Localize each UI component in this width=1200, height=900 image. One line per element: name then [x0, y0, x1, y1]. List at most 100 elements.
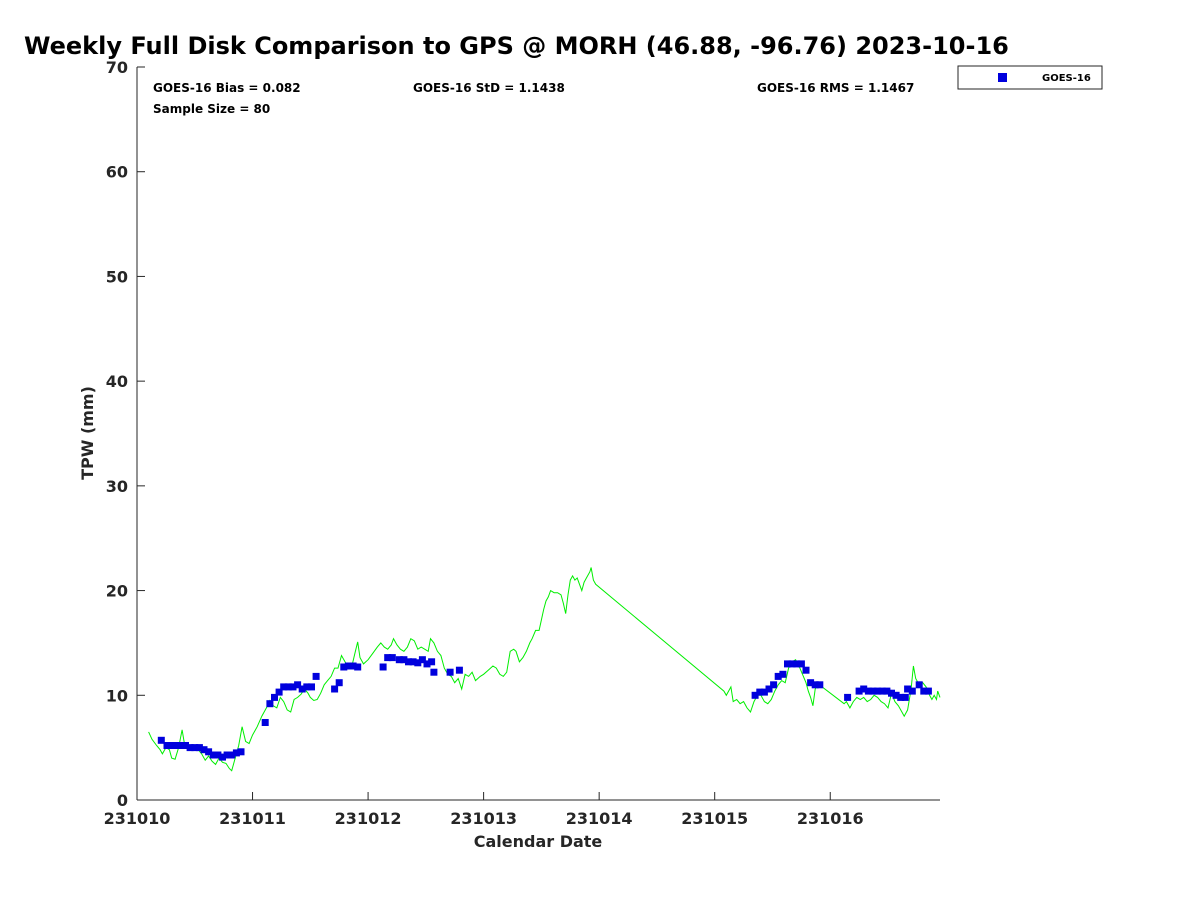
- x-tick-label: 231011: [219, 809, 286, 828]
- goes16-data-point: [904, 685, 912, 693]
- y-tick-label: 20: [106, 582, 128, 601]
- goes16-data-point: [195, 744, 203, 752]
- goes16-data-point: [774, 672, 782, 680]
- goes16-data-point: [200, 746, 208, 754]
- goes16-data-point: [418, 656, 426, 664]
- y-tick-label: 10: [106, 686, 128, 705]
- goes16-data-point: [308, 683, 315, 691]
- y-tick-label: 30: [106, 477, 128, 496]
- goes16-data-point: [816, 681, 824, 689]
- goes16-data-point: [446, 668, 454, 676]
- goes16-data-point: [289, 683, 297, 691]
- goes16-data-point: [205, 748, 213, 756]
- y-tick-label: 40: [106, 372, 128, 391]
- goes16-data-point: [915, 681, 923, 689]
- goes16-data-point: [177, 742, 185, 749]
- goes16-data-point: [344, 662, 352, 670]
- goes16-data-point: [756, 688, 764, 696]
- goes16-data-point: [312, 672, 320, 680]
- goes16-data-point: [294, 681, 302, 689]
- goes16-data-point: [223, 751, 231, 759]
- goes16-data-point: [271, 693, 278, 701]
- goes16-data-point: [784, 660, 791, 668]
- goes16-data-point: [811, 681, 819, 689]
- goes16-data-point: [209, 751, 217, 759]
- goes16-data-point: [864, 687, 872, 695]
- goes16-data-point: [430, 668, 438, 676]
- x-axis-label: Calendar Date: [474, 832, 603, 851]
- goes16-data-point: [414, 659, 422, 667]
- goes16-data-point: [455, 666, 463, 674]
- goes16-data-point: [897, 693, 905, 701]
- goes16-data-point: [395, 656, 403, 664]
- stat-rms: GOES-16 RMS = 1.1467: [757, 81, 914, 95]
- x-axis-ticks: 231010 231011 231012 231013 231014 231015 2310…: [104, 792, 864, 828]
- goes16-data-point: [869, 687, 877, 695]
- goes16-data-point: [779, 670, 787, 678]
- series-layer: [148, 567, 941, 772]
- goes16-data-point: [883, 687, 891, 695]
- goes16-data-point: [228, 751, 236, 759]
- goes16-data-point: [298, 685, 306, 693]
- goes16-data-point: [303, 683, 311, 691]
- goes16-data-point: [354, 663, 362, 671]
- goes16-data-point: [920, 687, 928, 695]
- goes16-data-point: [844, 693, 852, 701]
- goes16-data-point: [924, 687, 932, 695]
- goes16-data-point: [788, 660, 796, 668]
- goes16-data-point: [261, 719, 269, 726]
- goes16-data-point: [793, 660, 801, 668]
- chart-title: Weekly Full Disk Comparison to GPS @ MOR…: [24, 32, 1009, 60]
- plot-area: 0 10 20 30 40 50 60 70 231010 231011 231012 231013…: [104, 58, 941, 828]
- x-tick-label: 231010: [104, 809, 171, 828]
- goes16-data-point: [275, 688, 283, 696]
- goes16-data-point: [182, 742, 189, 749]
- goes16-data-point: [400, 656, 408, 664]
- goes16-data-point: [797, 660, 805, 668]
- goes16-data-point: [266, 700, 274, 708]
- goes16-data-point: [232, 749, 240, 757]
- y-axis-ticks: 0 10 20 30 40 50 60 70: [106, 58, 145, 810]
- goes16-data-point: [860, 685, 868, 693]
- goes16-data-point: [428, 658, 436, 666]
- legend-box: [957, 65, 1103, 90]
- goes16-data-point: [214, 751, 222, 759]
- goes16-data-point: [219, 753, 226, 761]
- goes16-data-point: [901, 693, 909, 701]
- goes16-data-point: [423, 660, 431, 668]
- goes16-data-point: [379, 663, 387, 671]
- goes16-data-point: [908, 687, 916, 695]
- goes16-data-point: [157, 736, 165, 744]
- goes16-data-point: [191, 744, 199, 752]
- goes16-data-point: [751, 691, 759, 699]
- goes16-data-point: [405, 658, 412, 666]
- goes16-data-point: [163, 742, 171, 749]
- y-tick-label: 70: [106, 58, 128, 77]
- goes16-data-point: [409, 658, 417, 666]
- goes16-data-point: [892, 691, 900, 699]
- y-tick-label: 50: [106, 267, 128, 286]
- x-tick-label: 231016: [797, 809, 864, 828]
- legend-label-goes16: GOES-16: [1042, 73, 1091, 84]
- goes16-data-point: [284, 683, 292, 691]
- goes16-data-point: [802, 666, 810, 674]
- goes16-data-point: [765, 685, 773, 693]
- y-axis-label: TPW (mm): [78, 386, 97, 480]
- goes16-data-point: [855, 687, 863, 695]
- goes16-data-point: [186, 744, 194, 752]
- goes16-data-point: [340, 663, 348, 671]
- goes16-data-point: [807, 679, 815, 687]
- goes16-data-point: [335, 679, 343, 687]
- gps-tpw-line: [148, 567, 941, 772]
- goes16-data-point: [388, 654, 396, 662]
- x-tick-label: 231014: [566, 809, 633, 828]
- goes16-data-point: [237, 748, 245, 756]
- y-tick-label: 60: [106, 163, 128, 182]
- legend-marker-goes16: [998, 73, 1007, 82]
- goes16-data-point: [280, 683, 288, 691]
- stats-annotations: GOES-16 Bias = 0.082 GOES-16 StD = 1.143…: [153, 81, 914, 116]
- goes16-data-point: [331, 685, 339, 693]
- x-tick-label: 231013: [450, 809, 517, 828]
- stat-bias: GOES-16 Bias = 0.082: [153, 81, 301, 95]
